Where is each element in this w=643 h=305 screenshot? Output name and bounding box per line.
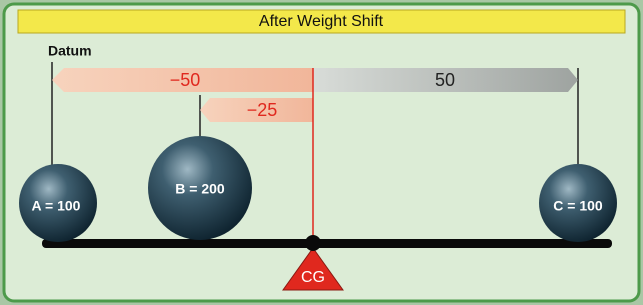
arrow-label: −50 [170,70,201,90]
weight-label: A = 100 [32,198,81,214]
datum-label: Datum [48,43,92,59]
cg-label: CG [301,269,325,286]
pivot [305,235,321,251]
arrow-label: 50 [435,70,455,90]
page: After Weight Shift Datum −50 50 −25 A = … [0,0,643,305]
panel [4,4,639,301]
header-title: After Weight Shift [259,13,384,30]
diagram: After Weight Shift Datum −50 50 −25 A = … [0,0,643,305]
weight-label: C = 100 [553,198,603,214]
arrow-label: −25 [247,100,278,120]
weight-label: B = 200 [175,181,225,197]
beam [42,239,612,248]
